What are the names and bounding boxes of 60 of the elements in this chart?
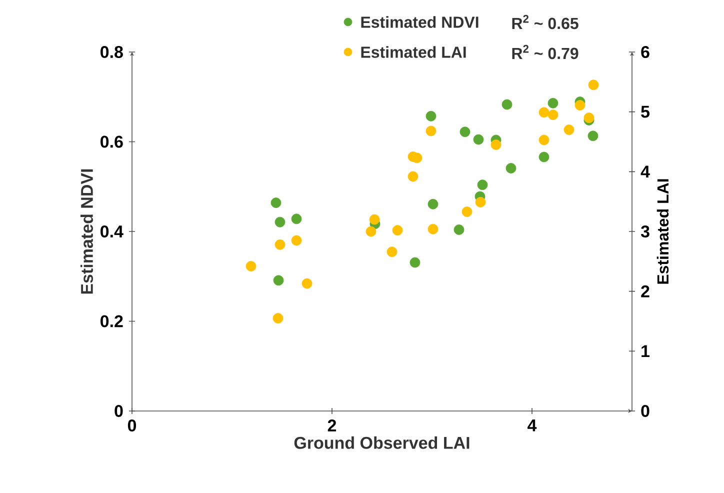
point xyxy=(502,99,512,110)
point xyxy=(548,110,558,120)
point xyxy=(428,224,438,234)
point xyxy=(291,235,302,246)
y2-tick-label: 0 xyxy=(641,404,650,418)
y-axis-title: Estimated NDVI xyxy=(80,169,93,294)
point xyxy=(588,80,599,90)
point xyxy=(538,107,550,118)
y-tick-label: 0.6 xyxy=(100,136,123,148)
point xyxy=(538,134,550,146)
point xyxy=(426,126,436,136)
point xyxy=(291,214,302,224)
y2-tick-label: 1 xyxy=(642,345,650,358)
y-tick-label: 0 xyxy=(114,404,123,418)
y-tick-label: 0.8 xyxy=(100,46,123,58)
point xyxy=(588,130,598,142)
point xyxy=(506,163,516,174)
y-tick-label: 0.4 xyxy=(100,225,124,238)
point xyxy=(386,246,398,258)
point xyxy=(408,171,418,182)
point xyxy=(574,100,586,110)
point xyxy=(392,225,403,236)
point xyxy=(584,112,594,124)
point xyxy=(246,260,256,272)
point xyxy=(273,275,284,286)
y2-tick-label: 3 xyxy=(640,225,650,238)
point xyxy=(369,214,380,225)
point xyxy=(426,110,436,122)
point xyxy=(460,126,470,138)
point xyxy=(274,216,286,228)
y2-axis-title: Estimated LAI xyxy=(656,179,669,284)
point xyxy=(274,239,286,250)
y2-tick-label: 6 xyxy=(641,46,650,58)
point xyxy=(564,124,574,135)
y2-tick-label: 2 xyxy=(641,285,650,298)
point xyxy=(490,140,502,150)
point xyxy=(410,257,420,268)
point xyxy=(272,313,284,324)
point xyxy=(477,180,488,190)
point xyxy=(366,226,376,237)
text: R$^{2}$ ~ 0.65 xyxy=(512,14,578,30)
point xyxy=(462,206,472,217)
y2-tick-label: 5 xyxy=(641,106,650,118)
y-tick-label: 0.2 xyxy=(100,315,123,328)
point xyxy=(454,224,464,235)
legend-label: Estimated LAI xyxy=(361,46,466,58)
legend-label: Estimated NDVI xyxy=(361,16,478,28)
point xyxy=(475,196,486,208)
point xyxy=(473,134,484,145)
point xyxy=(428,198,438,210)
x-tick-label: 0 xyxy=(128,420,136,432)
x-tick-label: 4 xyxy=(528,420,537,432)
point xyxy=(302,278,312,289)
point xyxy=(270,198,282,208)
annotation: R$^{2}$ ~ 0.79 xyxy=(512,44,578,60)
point xyxy=(548,98,558,108)
y2-tick-label: 4 xyxy=(640,166,650,178)
x-axis-title: Ground Observed LAI xyxy=(294,436,470,449)
x-tick-label: 2 xyxy=(328,420,336,432)
point xyxy=(538,152,550,162)
